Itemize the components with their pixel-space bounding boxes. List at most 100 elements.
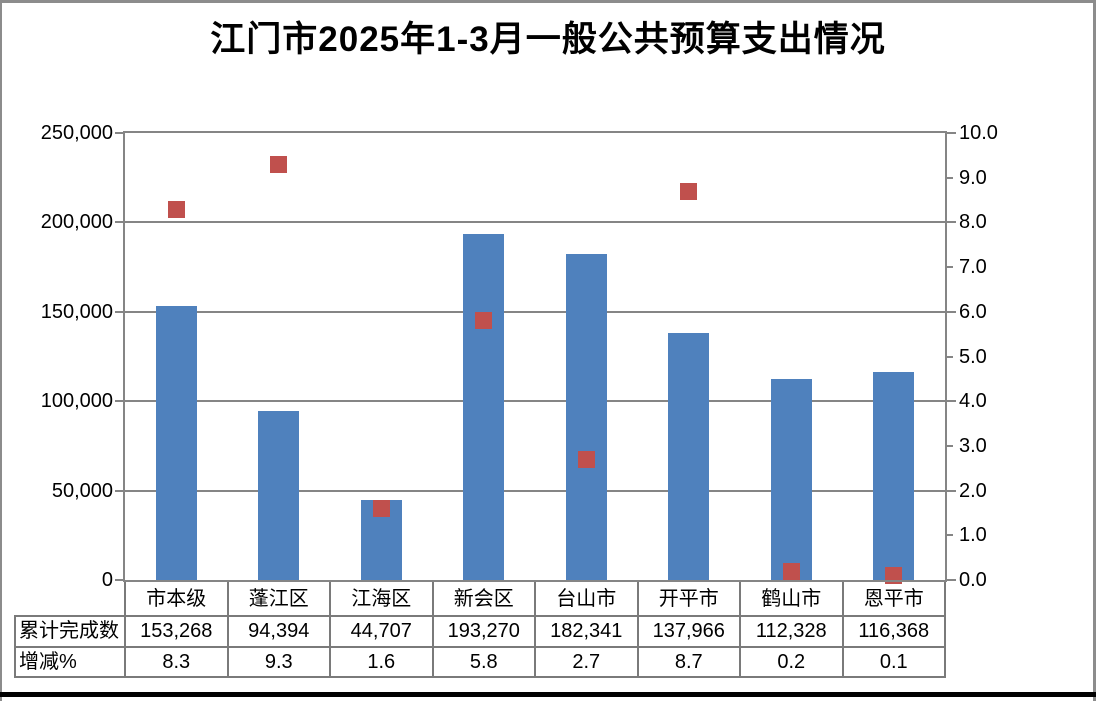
bar bbox=[770, 379, 812, 580]
y2-axis-tick bbox=[947, 176, 953, 179]
y-axis-tick bbox=[115, 400, 123, 403]
table-grid-line bbox=[14, 645, 946, 648]
scatter-marker bbox=[782, 562, 800, 580]
scatter-marker bbox=[167, 200, 185, 218]
table-grid-line bbox=[431, 582, 434, 678]
category-label: 江海区 bbox=[351, 588, 412, 610]
y-axis-tick bbox=[115, 221, 123, 224]
table-cell: 2.7 bbox=[572, 650, 601, 673]
y-axis-tick-label: 250,000 bbox=[40, 122, 113, 144]
category-label: 蓬江区 bbox=[248, 588, 309, 610]
category-label: 台山市 bbox=[556, 588, 617, 610]
y2-axis-tick bbox=[947, 444, 953, 447]
table-cell: 182,341 bbox=[550, 620, 623, 642]
window-border-left bbox=[0, 0, 2, 701]
table-cell: 5.8 bbox=[469, 650, 498, 673]
y2-axis-tick-label: 8.0 bbox=[959, 211, 987, 234]
y2-axis-tick-label: 4.0 bbox=[959, 390, 987, 413]
y-axis-tick-label: 50,000 bbox=[51, 479, 113, 502]
y2-axis-tick bbox=[947, 400, 956, 403]
table-grid-line bbox=[14, 615, 16, 678]
y-axis-tick bbox=[115, 132, 123, 134]
scatter-marker bbox=[885, 567, 903, 584]
category-label: 市本级 bbox=[146, 588, 207, 610]
category-label: 新会区 bbox=[453, 588, 514, 610]
y2-axis-tick-label: 0.0 bbox=[959, 569, 987, 591]
y2-axis-tick-label: 6.0 bbox=[959, 300, 987, 323]
table-cell: 137,966 bbox=[652, 620, 725, 642]
table-cell: 193,270 bbox=[447, 620, 520, 642]
scatter-marker bbox=[680, 182, 698, 200]
y2-axis-tick-label: 9.0 bbox=[959, 166, 987, 189]
y-axis-tick-label: 0 bbox=[101, 569, 113, 591]
y2-axis-tick bbox=[947, 132, 956, 134]
table-cell: 44,707 bbox=[350, 620, 412, 642]
bar bbox=[463, 234, 505, 580]
y2-axis-tick bbox=[947, 266, 953, 269]
y-axis-tick-label: 200,000 bbox=[40, 211, 113, 234]
bar bbox=[668, 333, 710, 580]
bar bbox=[258, 411, 300, 580]
category-label: 恩平市 bbox=[863, 588, 924, 610]
y2-axis-tick bbox=[947, 310, 956, 313]
h-gridline bbox=[125, 310, 945, 313]
table-cell: 0.2 bbox=[777, 650, 806, 673]
table-row-header: 累计完成数 bbox=[19, 620, 119, 642]
table-cell: 1.6 bbox=[367, 650, 396, 673]
y-axis-tick-label: 150,000 bbox=[40, 300, 113, 323]
bar bbox=[873, 371, 915, 580]
table-grid-line bbox=[14, 615, 946, 617]
y2-axis-tick-label: 7.0 bbox=[959, 256, 987, 279]
table-grid-line bbox=[841, 582, 844, 678]
h-gridline bbox=[125, 400, 945, 403]
window-border-top bbox=[0, 0, 1096, 3]
scatter-marker bbox=[475, 312, 493, 330]
y2-axis-tick bbox=[947, 489, 956, 492]
y-axis-tick bbox=[115, 579, 123, 581]
table-cell: 8.3 bbox=[162, 650, 191, 673]
window-border-bottom bbox=[0, 692, 1096, 697]
table-cell: 8.7 bbox=[674, 650, 703, 673]
plot-border bbox=[123, 131, 947, 582]
y2-axis-tick-label: 5.0 bbox=[959, 345, 987, 368]
y2-axis-tick-label: 3.0 bbox=[959, 434, 987, 457]
table-grid-line bbox=[329, 582, 331, 678]
y-axis-tick bbox=[115, 310, 123, 313]
y-axis-tick-label: 100,000 bbox=[40, 390, 113, 413]
y-axis-tick bbox=[115, 489, 123, 492]
table-cell: 112,328 bbox=[755, 620, 827, 642]
y2-axis-tick-label: 10.0 bbox=[959, 122, 998, 144]
bar bbox=[155, 306, 197, 580]
table-cell: 0.1 bbox=[879, 650, 908, 673]
table-cell: 94,394 bbox=[248, 620, 310, 642]
table-grid-line bbox=[14, 676, 946, 678]
chart-title: 江门市2025年1-3月一般公共预算支出情况 bbox=[210, 20, 886, 59]
scatter-marker bbox=[270, 155, 288, 173]
window-border-right bbox=[1093, 0, 1096, 701]
y2-axis-tick bbox=[947, 534, 953, 537]
table-grid-line bbox=[124, 582, 126, 678]
table-grid-line bbox=[636, 582, 639, 678]
y2-axis-tick bbox=[947, 221, 956, 224]
h-gridline bbox=[125, 489, 945, 492]
table-grid-line bbox=[739, 582, 741, 678]
h-gridline bbox=[125, 221, 945, 224]
y2-axis-tick-label: 1.0 bbox=[959, 524, 987, 547]
table-grid-line bbox=[226, 582, 229, 678]
table-grid-line bbox=[944, 582, 946, 678]
category-label: 鹤山市 bbox=[761, 588, 822, 610]
table-cell: 116,368 bbox=[858, 620, 930, 642]
table-grid-line bbox=[534, 582, 536, 678]
y2-axis-tick bbox=[947, 355, 953, 358]
scatter-marker bbox=[577, 450, 595, 468]
table-cell: 9.3 bbox=[264, 650, 293, 673]
y2-axis-tick bbox=[947, 579, 956, 581]
scatter-marker bbox=[372, 500, 390, 517]
y2-axis-tick-label: 2.0 bbox=[959, 479, 987, 502]
table-row-header: 增减% bbox=[19, 650, 77, 673]
table-cell: 153,268 bbox=[140, 620, 213, 642]
bar bbox=[565, 254, 607, 580]
category-label: 开平市 bbox=[658, 588, 719, 610]
